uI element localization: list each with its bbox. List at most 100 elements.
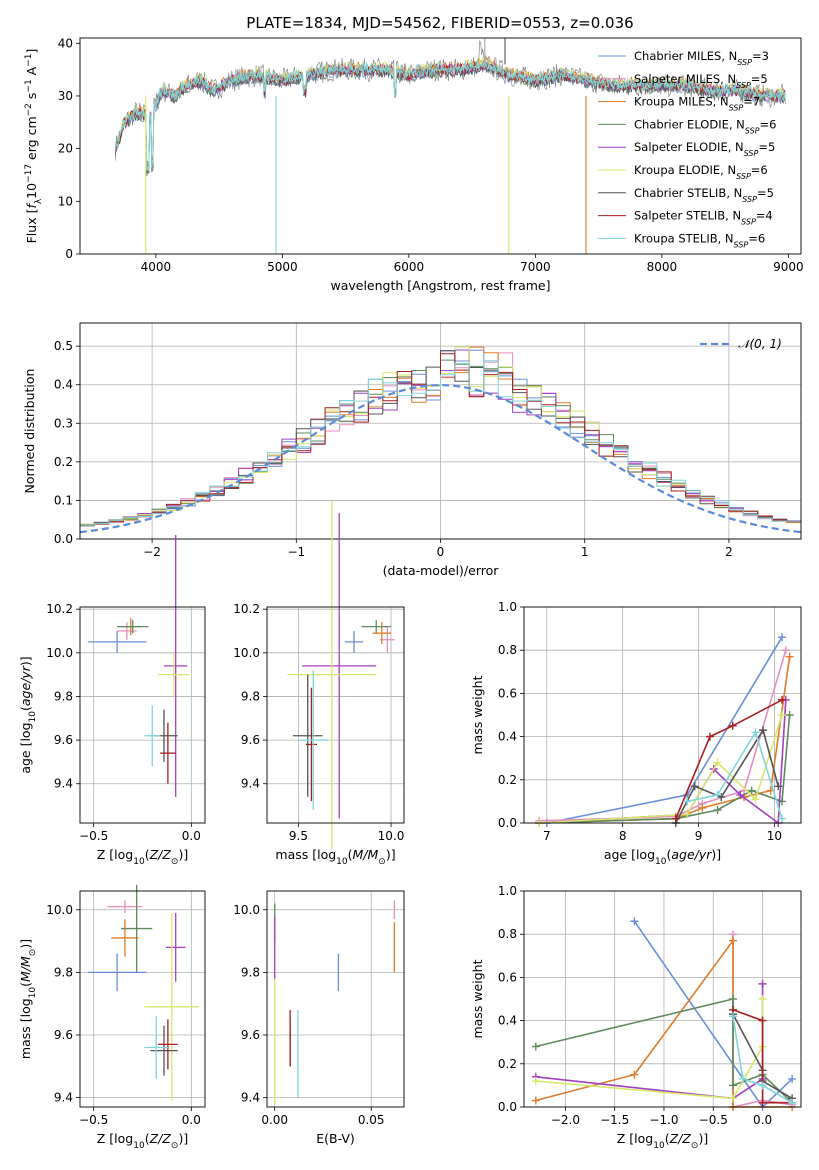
series-salpeter_stelib [671,695,787,823]
x-tick-label: 8 [619,829,627,843]
x-axis-label: wavelength [Angstrom, rest frame] [330,278,550,293]
y-tick-label: 0.1 [54,493,73,507]
x-tick-label: −0.5 [79,829,108,843]
series-point [751,795,760,804]
legend-label: Kroupa STELIB, NSSP=6 [634,231,765,249]
x-tick-label: 7000 [520,260,551,274]
x-tick-label: 6000 [394,260,425,274]
y-tick-label: 0.0 [498,1100,517,1114]
age_vs_mass-panel: 9.5 10.0 9.4 9.6 9.8 10.0 10.2 mass [log10(M/M⊙… [233,500,405,867]
y-axis-label: age [log10(age/yr)] [18,656,38,773]
series-line [535,999,764,1100]
series-point [759,726,768,735]
x-tick-label: 0.0 [182,1113,201,1127]
series-kroupa_elodie [531,995,767,1103]
errorbar-kroupa_elodie [287,500,377,850]
errorbar-chabrier_stelib [150,1025,178,1076]
x-tick-label: 9.5 [289,829,308,843]
y-axis-label: mass weight [470,959,485,1038]
y-tick-label: 9.8 [241,965,260,979]
x-axis-label: (data-model)/error [383,563,500,578]
axes-frame [523,890,802,1108]
y-tick-label: 40 [58,36,73,50]
axes-frame [79,606,206,824]
y-tick-label: 9.4 [54,777,73,791]
series-point [713,806,722,815]
series-line [539,714,783,824]
y-tick-label: 9.4 [241,1091,260,1105]
legend-entry: Salpeter ELODIE, NSSP=5 [598,140,775,158]
axes-frame [79,322,802,540]
y-axis-label: mass [log10(M/M⊙)] [18,939,38,1059]
axes-frame [79,37,802,255]
y-tick-label: 9.4 [241,777,260,791]
y-tick-label: 10.0 [233,903,260,917]
x-tick-label: −1 [287,545,305,559]
errorbar-kroupa_miles [372,622,392,645]
series-point [705,732,714,741]
x-tick-label: −1.5 [600,1113,629,1127]
series-point [531,1042,540,1051]
y-tick-label: 10.2 [46,602,73,616]
x-tick-label: 1 [581,545,589,559]
series-point [713,758,722,767]
y-tick-label: 10.2 [233,602,260,616]
x-axis-label: Z [log10(Z/Z⊙)] [617,1131,708,1151]
y-tick-label: 0.6 [498,686,517,700]
series-point [758,1081,767,1090]
y-tick-label: 9.6 [241,1028,260,1042]
series-point [778,814,787,823]
x-tick-label: 0.0 [753,1113,772,1127]
x-tick-label: −2.0 [551,1113,580,1127]
legend-label: Salpeter ELODIE, NSSP=5 [634,140,775,158]
x-tick-label: −0.5 [79,1113,108,1127]
series-point [531,1077,540,1086]
y-tick-label: 0.3 [54,416,73,430]
legend-label: Chabrier MILES, NSSP=3 [634,49,769,67]
legend-label: Salpeter STELIB, NSSP=4 [634,209,773,227]
x-axis-label: age [log10(age/yr)] [604,847,721,867]
errorbar-kroupa_stelib [144,1016,168,1079]
legend-entry: Salpeter MILES, NSSP=5 [598,72,768,90]
x-tick-label: −2 [143,545,161,559]
series-point [713,790,722,799]
x-tick-label: 7 [543,829,551,843]
series-point [738,1074,747,1083]
histogram-kroupa_stelib [79,360,802,539]
series-point [758,979,767,988]
axes-frame [79,890,206,1108]
legend-label: Salpeter MILES, NSSP=5 [634,72,768,90]
legend-label-normal: 𝒩(0, 1) [738,337,782,351]
series-salpeter_miles [535,646,790,825]
errorbar-salpeter_stelib [305,687,317,802]
x-tick-label: 10.0 [378,829,405,843]
errorbar-chabrier_miles [344,631,364,653]
age_vs_z-panel: −0.5 0.0 9.4 9.6 9.8 10.0 10.2 Z [log10(Z/Z⊙)] a… [18,535,206,867]
x-axis-label: Z [log10(Z/Z⊙)] [97,847,188,867]
legend-entry: Kroupa ELODIE, NSSP=6 [598,163,768,181]
massweight_vs_z-panel: −2.0 −1.5 −1.0 −0.5 0.0 0.0 0.2 0.4 0.6 0.8 1.0 Z [… [470,884,802,1151]
series-point [531,1096,540,1105]
x-tick-label: −0.5 [699,1113,728,1127]
y-tick-label: 0.2 [54,455,73,469]
series-kroupa_elodie [535,711,787,827]
series-point [781,646,790,655]
legend-entry: Kroupa STELIB, NSSP=6 [598,231,765,249]
errorbar-chabrier_miles [87,631,147,653]
series-point [758,1016,767,1025]
legend-label: Chabrier STELIB, NSSP=5 [634,186,774,204]
x-tick-label: 0.05 [358,1113,385,1127]
series-line [687,730,783,819]
x-axis-label: Z [log10(Z/Z⊙)] [97,1131,188,1151]
legend-label: Chabrier ELODIE, NSSP=6 [634,117,776,135]
axes-frame [266,606,405,824]
errorbar-chabrier_elodie [117,620,149,634]
legend-label: Kroupa ELODIE, NSSP=6 [634,163,768,181]
legend-label: Kroupa MILES, NSSP=7 [634,95,760,113]
y-tick-label: 0.4 [498,730,517,744]
y-tick-label: 10 [58,194,73,208]
legend-entry: Kroupa MILES, NSSP=7 [598,95,760,113]
y-tick-label: 1.0 [498,884,517,898]
legend-entry: Chabrier STELIB, NSSP=5 [598,186,774,204]
